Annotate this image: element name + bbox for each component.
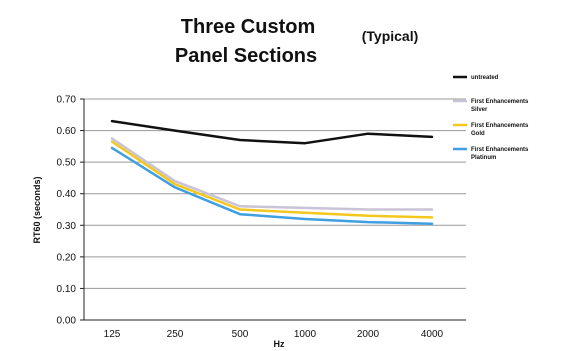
x-tick-label-125: 125 [104, 329, 121, 340]
legend-label-0-0: untreated [471, 75, 499, 81]
y-tick-label-1: 0.10 [57, 284, 77, 295]
legend-label-3-1: Platinum [471, 155, 496, 161]
y-tick-label-4: 0.40 [57, 189, 77, 200]
x-tick-label-250: 250 [167, 329, 184, 340]
legend-label-3-0: First Enhancements [471, 147, 529, 153]
y-tick-label-6: 0.60 [57, 126, 77, 137]
x-tick-labels: 125 250 500 1000 2000 4000 [104, 329, 444, 340]
x-tick-label-1000: 1000 [294, 329, 317, 340]
series-line-2 [110, 140, 434, 219]
y-tick-label-7: 0.70 [57, 95, 77, 106]
gridlines [80, 98, 466, 321]
x-tick-label-500: 500 [232, 329, 249, 340]
legend-label-1-0: First Enhancements [471, 99, 529, 105]
y-tick-label-3: 0.30 [57, 221, 77, 232]
y-tick-labels: 0.00 0.10 0.20 0.30 0.40 0.50 0.60 0.70 [57, 95, 77, 327]
x-axis-label: Hz [274, 339, 285, 349]
x-tick-label-4000: 4000 [421, 329, 444, 340]
series-line-3 [110, 146, 434, 225]
legend-label-1-1: Silver [471, 107, 488, 113]
series-lines [110, 119, 434, 225]
y-tick-label-2: 0.20 [57, 252, 77, 263]
legend: untreated First Enhancements Silver First E… [453, 75, 529, 161]
axes [83, 99, 466, 321]
y-axis-label: RT60 (seconds) [32, 176, 42, 243]
chart-title-line2: Panel Sections [175, 45, 317, 67]
x-tick-label-2000: 2000 [357, 329, 380, 340]
legend-label-2-0: First Enhancements [471, 123, 529, 129]
chart-subtitle: (Typical) [362, 28, 419, 44]
series-line-1 [110, 137, 434, 211]
chart-title-line1: Three Custom [181, 16, 315, 38]
y-tick-label-5: 0.50 [57, 158, 77, 169]
y-tick-label-0: 0.00 [57, 316, 77, 327]
legend-label-2-1: Gold [471, 131, 485, 137]
series-line-0 [110, 119, 434, 145]
